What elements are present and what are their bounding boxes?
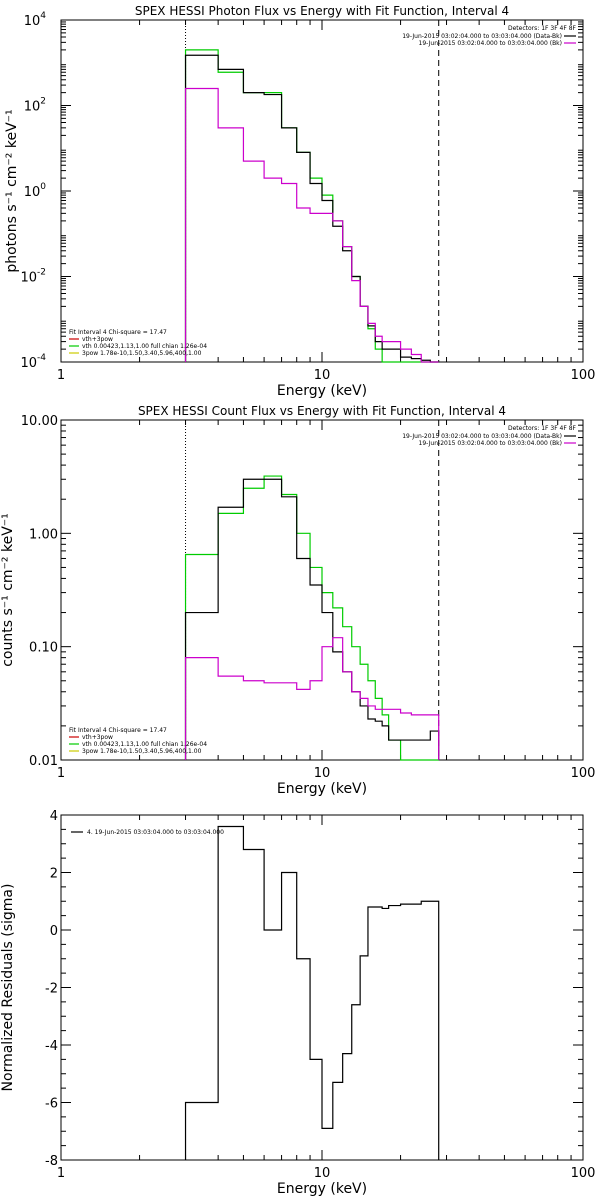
y-tick-label: 0 [50,924,58,939]
legend-entry-text: 19-Jun-2015 03:02:04.000 to 03:03:04.000… [402,433,562,440]
legend-entry-text: Fit Interval 4 Chi-square = 17.47 [69,727,167,734]
legend-entry-text: 3pow 1.78e-10,1.50,3.40,5.96,400,1.00 [82,748,202,755]
x-tick-label: 1 [57,766,65,781]
y-axis-label: photons s⁻¹ cm⁻² keV⁻¹ [4,109,20,272]
residuals-panel: 1 10 100 Energy (keV) -8 -6 -4 -2 0 2 4 Normalized … [0,809,595,1197]
x-tick-label: 10 [314,766,331,781]
y-tick-label: 10-2 [20,268,46,286]
y-tick-label: 2 [50,867,58,882]
photon-flux-panel: SPEX HESSI Photon Flux vs Energy with Fi… [4,4,595,399]
y-tick-label: 102 [24,97,46,115]
y-tick-label: -6 [45,1097,58,1112]
legend-detectors: Detectors: 1F 3F 4F 8F [508,25,577,32]
x-axis-label: Energy (keV) [277,383,367,399]
x-tick-label: 1 [57,368,65,383]
chart-title: SPEX HESSI Count Flux vs Energy with Fit… [138,404,506,418]
x-axis-label: Energy (keV) [277,1181,367,1197]
legend-entry-text: vth 0.00423,1.13,1.00 full chian 1.26e-0… [82,741,207,748]
legend-entry-text: 19-Jun-2015 03:02:04.000 to 03:03:04.000… [402,33,562,40]
series-0-step-line [184,475,439,761]
y-tick-label: -2 [45,982,58,997]
x-tick-label: 100 [571,368,596,383]
series-2-step-line [184,637,440,760]
y-tick-exponent: -4 [37,353,46,363]
legend-detectors: Detectors: 1F 3F 4F 8F [508,425,577,432]
x-tick-label: 1 [57,1166,65,1181]
y-tick-label: -8 [45,1154,58,1169]
y-tick-exponent: -2 [37,268,46,278]
y-tick-label: 0.01 [29,754,58,769]
legend-entry-text: 19-Jun-2015 03:02:04.000 to 03:03:04.000… [419,440,562,447]
y-tick-label: -4 [45,1039,58,1054]
chart-title: SPEX HESSI Photon Flux vs Energy with Fi… [135,4,509,18]
y-axis-label: counts s⁻¹ cm⁻² keV⁻¹ [0,513,16,667]
y-axis-label: Normalized Residuals (sigma) [0,884,16,1092]
legend-entry-text: Fit Interval 4 Chi-square = 17.47 [69,329,167,336]
series-2-step-line [184,87,439,363]
series-0-step-line [184,825,440,1160]
legend-entry-text: vth+3pow [82,336,113,343]
x-tick-label: 10 [314,1166,331,1181]
y-tick-exponent: 2 [40,97,46,107]
series-0-step-line [184,49,439,363]
legend-entry-text: vth+3pow [82,734,113,741]
legend-entry-text: 19-Jun-2015 03:02:04.000 to 03:03:04.000… [419,40,562,47]
y-tick-base: 10 [24,100,41,115]
y-tick-label: 4 [50,809,58,824]
y-tick-label: 10-4 [20,353,46,371]
y-tick-exponent: 0 [40,182,46,192]
series-1-step-line [184,478,440,760]
x-tick-label: 100 [571,1166,596,1181]
x-tick-label: 10 [314,368,331,383]
y-tick-label: 1.00 [29,527,58,542]
y-tick-exponent: 4 [40,11,46,21]
y-tick-label: 104 [24,11,47,29]
y-tick-label: 100 [24,182,47,200]
x-axis-label: Energy (keV) [277,781,367,797]
count-flux-panel: SPEX HESSI Count Flux vs Energy with Fit… [0,404,595,797]
y-tick-label: 0.10 [29,641,58,656]
y-tick-base: 10 [24,14,41,29]
y-tick-base: 10 [20,271,37,286]
legend-entry-text: 4. 19-Jun-2015 03:03:04.000 to 03:03:04.… [87,829,224,836]
series-1-step-line [184,54,439,363]
y-tick-label: 10.00 [21,414,58,429]
y-tick-base: 10 [20,356,37,371]
legend-entry-text: 3pow 1.78e-10,1.50,3.40,5.96,400,1.00 [82,350,202,357]
x-tick-label: 100 [571,766,596,781]
y-tick-base: 10 [24,185,41,200]
legend-entry-text: vth 0.00423,1.13,1.00 full chian 1.26e-0… [82,343,207,350]
